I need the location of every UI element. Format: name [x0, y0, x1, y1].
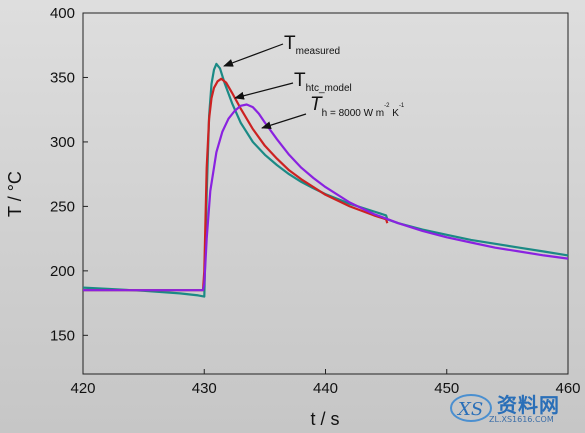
svg-text:XS: XS: [456, 399, 483, 420]
y-tick-label: 150: [50, 327, 75, 344]
annotation-arrow-measured: [223, 43, 284, 67]
x-tick-label: 450: [434, 380, 459, 397]
watermark-logo-icon: XS: [450, 394, 492, 422]
watermark: XS 资料网 ZL.XS1616.COM: [449, 389, 579, 429]
axis-ticks: 420 430 440 450 460 150 200 250 300 350 400: [50, 5, 581, 397]
annotation-arrow-h8000: [261, 113, 307, 130]
x-axis-title: t / s: [310, 409, 339, 429]
annotation-arrow-htc-model: [234, 82, 294, 100]
y-tick-label: 200: [50, 263, 75, 280]
annotation-measured: Tmeasured: [284, 33, 340, 57]
y-tick-label: 400: [50, 5, 75, 22]
y-axis-title: T / °C: [5, 171, 25, 217]
annotations: Tmeasured Thtc_model Th = 8000 W m-2 K-1: [223, 33, 405, 130]
watermark-url: ZL.XS1616.COM: [489, 415, 554, 424]
series-line-htc_model: [83, 77, 389, 292]
series-line-h8000: [83, 103, 569, 292]
x-tick-label: 430: [192, 380, 217, 397]
x-tick-label: 420: [70, 380, 95, 397]
y-tick-label: 250: [50, 198, 75, 215]
annotation-h8000: Th = 8000 W m-2 K-1: [310, 94, 405, 119]
annotation-htc-model: Thtc_model: [294, 70, 352, 94]
series-line-measured: [82, 62, 569, 298]
x-tick-label: 460: [555, 380, 580, 397]
x-tick-label: 440: [313, 380, 338, 397]
series-layer: [82, 62, 569, 298]
y-tick-label: 350: [50, 69, 75, 86]
watermark-brand: 资料网: [497, 393, 560, 417]
y-tick-label: 300: [50, 134, 75, 151]
